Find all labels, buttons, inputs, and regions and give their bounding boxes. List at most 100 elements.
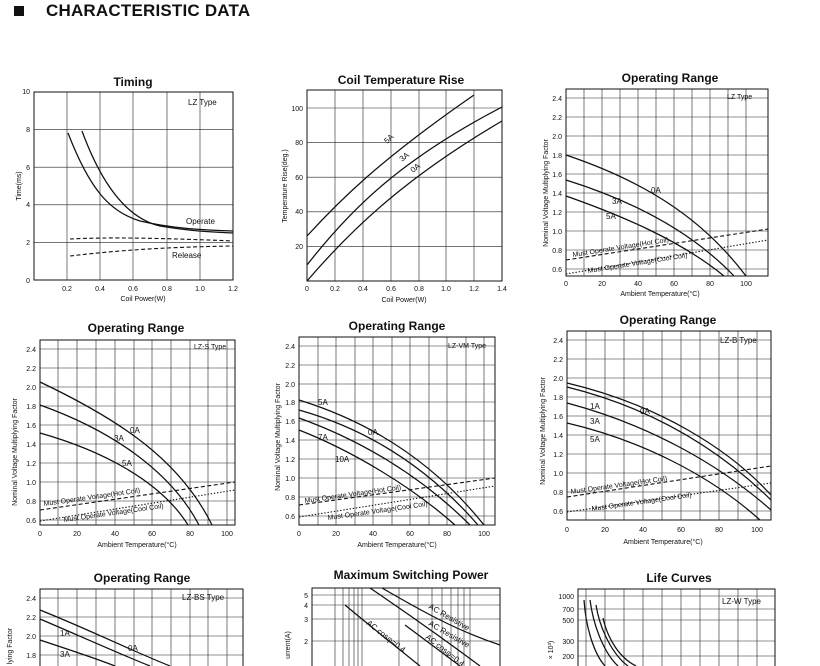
or-lzs-ytick: 1.8 <box>26 404 36 411</box>
or-lzvm-7a-curve <box>298 417 471 526</box>
or-lzb-5a-curve <box>566 422 761 521</box>
or-lz-ylabel: Nominal Voltage Multiplying Factor <box>543 138 550 246</box>
coil-temp-xtick: 0.4 <box>358 286 368 293</box>
life-chart: Life Curves LZ-W Type 1000 700 500 300 2… <box>548 571 776 666</box>
max-switch-ac-resistive-curve-2 <box>369 587 481 666</box>
or-lzbs-ytick: 1.8 <box>26 653 36 660</box>
or-lz-cool-coil-line <box>565 239 769 275</box>
or-lzs-xtick: 80 <box>186 531 194 538</box>
max-switch-ytick: 4 <box>304 603 308 610</box>
or-lzvm-ytick: 1.2 <box>285 457 295 464</box>
or-lz-type-label: LZ Type <box>727 94 752 101</box>
or-lzbs-ytick: 2.0 <box>26 634 36 641</box>
max-switch-cos-label-1: AC cosφ=0.4 <box>365 618 408 654</box>
or-lzs-ytick: 0.6 <box>26 518 36 525</box>
or-lzs-xtick: 100 <box>221 531 233 538</box>
or-lzbs-ytick: 2.2 <box>26 615 36 622</box>
or-lzb-title: Operating Range <box>620 313 717 327</box>
or-lz-ytick: 2.4 <box>552 96 562 103</box>
life-curve-2 <box>589 599 619 666</box>
or-lzbs-ytick: 2.4 <box>26 596 36 603</box>
coil-temp-grid <box>307 90 502 281</box>
section-header: CHARACTERISTIC DATA <box>14 0 250 22</box>
coil-temp-ylabel: Temperature Rise(deg.) <box>282 149 289 223</box>
or-lzs-3a-label: 3A <box>114 434 124 443</box>
or-lzvm-ytick: 1.4 <box>285 438 295 445</box>
or-lzbs-grid <box>40 589 243 666</box>
coil-temp-xtick: 1.2 <box>469 286 479 293</box>
or-lzb-1a-curve <box>566 386 772 501</box>
or-lzbs-1a-label: 1A <box>60 629 70 638</box>
life-ytick: 200 <box>562 654 574 661</box>
or-lzb-xtick: 100 <box>751 527 763 534</box>
or-lzb-ytick: 2.4 <box>553 338 563 345</box>
section-title: CHARACTERISTIC DATA <box>46 1 251 20</box>
or-lzs-ytick: 1.2 <box>26 461 36 468</box>
timing-xtick: 0.8 <box>162 286 172 293</box>
or-lzb-frame <box>566 330 772 521</box>
timing-frame <box>33 91 234 281</box>
life-ytick: 700 <box>562 607 574 614</box>
or-lzb-ytick: 1.0 <box>553 471 563 478</box>
or-lzs-title: Operating Range <box>88 321 185 335</box>
or-lz-xtick: 0 <box>564 281 568 288</box>
or-lzs-0a-curve <box>39 381 213 526</box>
timing-grid <box>34 92 233 280</box>
or-lzb-ytick: 1.2 <box>553 452 563 459</box>
or-lzbs-ylabel: lying Factor <box>7 627 14 664</box>
or-lzs-ytick: 2.2 <box>26 366 36 373</box>
coil-temp-xlabel: Coil Power(W) <box>381 297 426 304</box>
max-switch-ytick: 2 <box>304 639 308 646</box>
or-lzs-5a-curve <box>39 432 189 526</box>
or-lz-title: Operating Range <box>622 71 719 85</box>
coil-temp-xtick: 0.8 <box>414 286 424 293</box>
or-lzs-ytick: 2.0 <box>26 385 36 392</box>
life-ytick: 1000 <box>558 594 574 601</box>
or-lzb-xtick: 40 <box>639 527 647 534</box>
or-lzvm-ytick: 1.0 <box>285 476 295 483</box>
coil-temp-3a-curve <box>306 106 503 266</box>
or-lzs-5a-label: 5A <box>122 459 132 468</box>
or-lzb-chart: Operating Range 1A 0A 3A 5A Must Operate… <box>540 313 772 546</box>
coil-temp-5a-curve <box>306 94 475 237</box>
or-lzs-xtick: 20 <box>73 531 81 538</box>
timing-xtick: 0.4 <box>95 286 105 293</box>
or-lzvm-ytick: 2.4 <box>285 344 295 351</box>
max-switch-ylabel: urrent(A) <box>285 631 292 659</box>
or-lz-3a-label: 3A <box>612 197 622 206</box>
coil-temp-xtick: 0 <box>305 286 309 293</box>
coil-temp-title: Coil Temperature Rise <box>338 73 465 87</box>
or-lzs-type-label: LZ-S Type <box>194 344 226 351</box>
or-lzb-xtick: 0 <box>565 527 569 534</box>
or-lz-ytick: 1.8 <box>552 153 562 160</box>
or-lzvm-xtick: 20 <box>332 531 340 538</box>
or-lz-hot-coil-line <box>565 228 769 261</box>
or-lzs-chart: Operating Range 0A 3A 5A Must Operate Vo… <box>12 321 236 549</box>
or-lz-cool-coil-label: Must Operate Voltage(Cool Coil) <box>587 252 688 275</box>
or-lzbs-title: Operating Range <box>94 571 191 585</box>
or-lzb-5a-label: 5A <box>590 435 600 444</box>
or-lzb-ylabel: Nominal Voltage Multiplying Factor <box>540 376 547 484</box>
or-lzs-0a-label: 0A <box>130 426 140 435</box>
timing-ytick: 8 <box>26 127 30 134</box>
or-lz-chart: Operating Range 0A 3A 5A Must Operate Vo… <box>543 71 769 298</box>
coil-temp-5a-label: 5A <box>382 132 396 146</box>
timing-operate-curve-1 <box>67 132 234 232</box>
or-lzs-ytick: 0.8 <box>26 499 36 506</box>
timing-ylabel: Time(ms) <box>16 171 23 200</box>
max-switch-ytick: 5 <box>304 593 308 600</box>
or-lzb-hot-coil-label: Must Operate Voltage(Hot Coil) <box>570 476 667 496</box>
or-lzvm-10a-curve <box>298 429 456 526</box>
timing-chart: Timing Operate Release LZ Type 10 8 6 4 … <box>16 75 238 303</box>
timing-type-label: LZ Type <box>188 98 217 107</box>
max-switch-chart: Maximum Switching Power AC Resistive AC … <box>285 568 501 666</box>
timing-ytick: 2 <box>26 240 30 247</box>
or-lz-5a-curve <box>565 195 725 277</box>
or-lzvm-hot-coil-label: Must Operate Voltage(Hot Coil) <box>304 485 401 505</box>
timing-xlabel: Coil Power(W) <box>120 296 165 303</box>
or-lzvm-xtick: 100 <box>478 531 490 538</box>
or-lzb-ytick: 0.8 <box>553 490 563 497</box>
or-lzvm-frame <box>298 336 496 526</box>
max-switch-ac-resistive-curve-1 <box>381 587 501 646</box>
or-lzb-ytick: 2.0 <box>553 376 563 383</box>
